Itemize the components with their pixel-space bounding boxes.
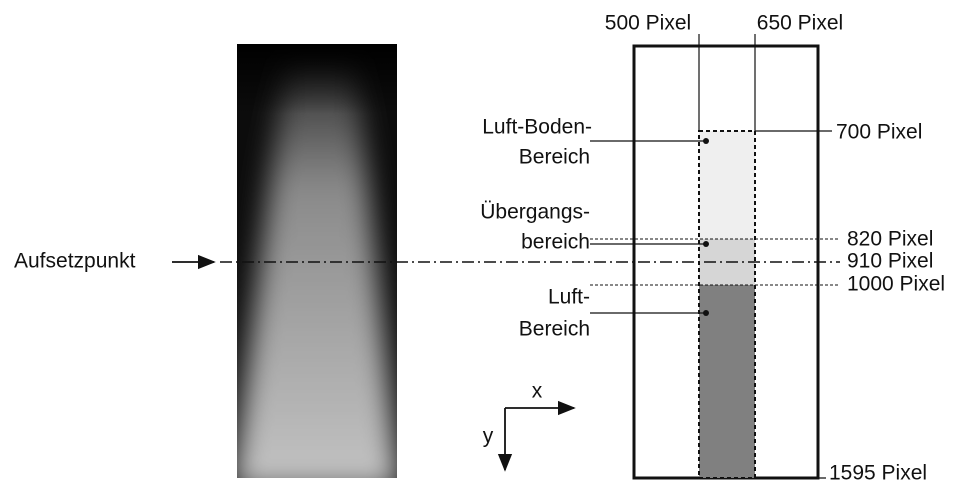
region-label: Luft-: [548, 286, 590, 309]
column-label: 650 Pixel: [757, 12, 843, 35]
region-dot: [703, 138, 709, 144]
region-label: Bereich: [519, 146, 590, 169]
row-label: 700 Pixel: [836, 121, 922, 144]
camera-image: [232, 44, 400, 486]
touchdown-label: Aufsetzpunkt: [14, 250, 136, 273]
y-axis-label: y: [483, 425, 494, 448]
row-label: 1000 Pixel: [847, 273, 945, 296]
row-label: 1595 Pixel: [829, 462, 927, 485]
region-luft-boden: [699, 131, 755, 239]
row-label: 820 Pixel: [847, 228, 933, 251]
column-label: 500 Pixel: [605, 12, 691, 35]
region-label: bereich: [521, 231, 590, 254]
region-dot: [703, 241, 709, 247]
diagram: 500 Pixel 650 Pixel 700 Pixel 820 Pixel …: [0, 0, 973, 486]
x-axis-label: x: [532, 380, 543, 403]
region-label: Luft-Boden-: [482, 116, 592, 139]
region-dot: [703, 310, 709, 316]
row-label: 910 Pixel: [847, 250, 933, 273]
region-label: Bereich: [519, 318, 590, 341]
region-label: Übergangs-: [480, 201, 590, 224]
